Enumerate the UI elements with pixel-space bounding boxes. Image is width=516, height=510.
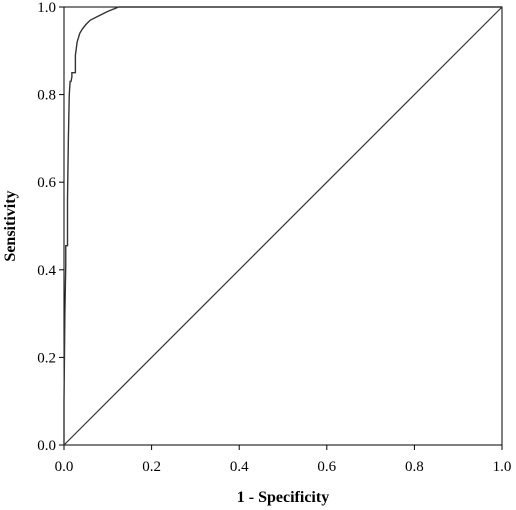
reference-line	[63, 6, 503, 446]
x-tick-label: 0.4	[230, 459, 249, 475]
y-axis-ticks: 0.0 0.2 0.4 0.6 0.8 1.0	[37, 0, 64, 454]
x-tick-label: 1.0	[493, 459, 512, 475]
x-tick-label: 0.2	[142, 459, 161, 475]
y-tick-label: 0.0	[37, 438, 56, 454]
y-tick-label: 0.4	[37, 263, 56, 279]
y-tick-label: 0.2	[37, 350, 56, 366]
roc-curve	[63, 6, 502, 445]
x-tick-label: 0.6	[317, 459, 336, 475]
y-axis-title: Sensitivity	[2, 190, 19, 261]
x-tick-label: 0.8	[405, 459, 424, 475]
x-axis-title: 1 - Specificity	[237, 489, 329, 506]
y-tick-label: 0.6	[37, 175, 56, 191]
y-tick-label: 1.0	[37, 0, 56, 16]
x-axis-ticks: 0.0 0.2 0.4 0.6 0.8 1.0	[55, 445, 512, 475]
x-tick-label: 0.0	[55, 459, 74, 475]
y-tick-label: 0.8	[37, 88, 56, 104]
